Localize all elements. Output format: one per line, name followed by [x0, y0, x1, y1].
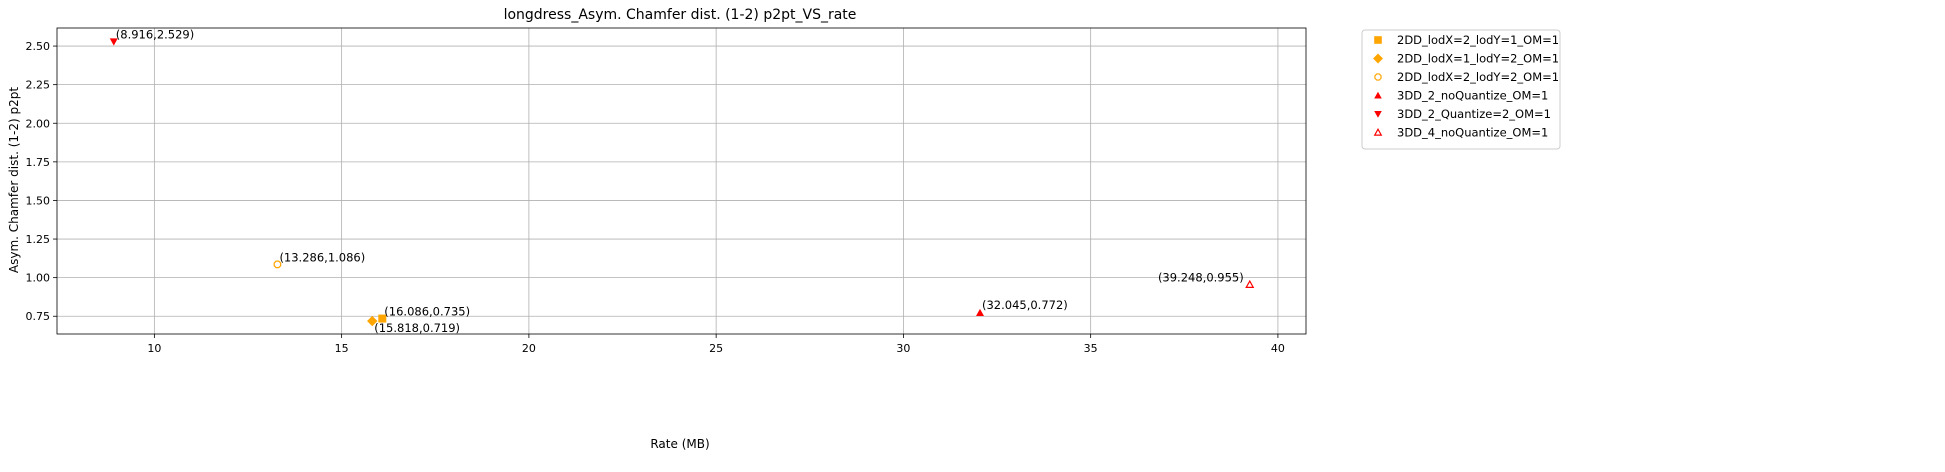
legend: 2DD_lodX=2_lodY=1_OM=1 2DD_lodX=1_lodY=2_… [1361, 29, 1561, 150]
legend-marker [1374, 91, 1382, 99]
grid [57, 28, 1306, 334]
data-labels: (16.086,0.735) (15.818,0.719) (13.286,1.08… [116, 28, 1244, 335]
data-point [975, 308, 984, 317]
chart-title: longdress_Asym. Chamfer dist. (1-2) p2pt… [504, 7, 857, 23]
data-point-label: (39.248,0.955) [1158, 271, 1244, 285]
plot-frame [56, 27, 1307, 335]
legend-entry: 3DD_2_noQuantize_OM=1 [1397, 89, 1548, 103]
data-point [273, 260, 282, 269]
x-tick-label: 35 [1084, 342, 1098, 355]
x-tick-label: 40 [1271, 342, 1285, 355]
y-tick-label: 1.75 [26, 156, 51, 169]
legend-marker [1374, 73, 1382, 81]
x-tick-label: 15 [335, 342, 349, 355]
legend-entry: 3DD_4_noQuantize_OM=1 [1397, 126, 1548, 140]
data-point-label: (8.916,2.529) [116, 28, 194, 42]
data-point-label: (32.045,0.772) [982, 298, 1068, 312]
data-point-label: (15.818,0.719) [374, 321, 460, 335]
y-tick-label: 2.25 [26, 79, 51, 92]
y-tick-label: 1.25 [26, 233, 51, 246]
x-tick-label: 10 [147, 342, 161, 355]
legend-box [1361, 29, 1561, 150]
data-point [367, 315, 378, 327]
legend-marker [1374, 36, 1382, 44]
y-tick-label: 1.00 [26, 272, 51, 285]
legend-entry: 2DD_lodX=1_lodY=2_OM=1 [1397, 52, 1559, 66]
legend-marker [1373, 53, 1383, 64]
data-point [1245, 279, 1255, 288]
legend-entry: 2DD_lodX=2_lodY=1_OM=1 [1397, 33, 1559, 47]
data-point [109, 38, 118, 46]
data-point [378, 314, 387, 323]
y-tick-label: 1.50 [26, 194, 51, 207]
data-point-label: (13.286,1.086) [279, 250, 365, 264]
data-point-label: (16.086,0.735) [384, 305, 470, 319]
y-tick-label: 0.75 [26, 310, 51, 323]
y-axis-label: Asym. Chamfer dist. (1-2) p2pt [7, 87, 21, 273]
x-axis-label: Rate (MB) [650, 437, 709, 451]
y-tick-label: 2.00 [26, 117, 51, 130]
data-points [109, 38, 1255, 327]
y-tick-label: 2.50 [26, 40, 51, 53]
x-tick-label: 20 [522, 342, 536, 355]
legend-marker [1373, 127, 1383, 136]
legend-entry: 2DD_lodX=2_lodY=2_OM=1 [1397, 70, 1559, 84]
x-tick-label: 25 [709, 342, 723, 355]
axes: 10 15 20 25 30 35 40 0.75 1.00 1.25 1.50 1.75 2.00 2.… [26, 27, 1307, 355]
legend-entry: 3DD_2_Quantize=2_OM=1 [1397, 107, 1551, 121]
legend-marker [1374, 110, 1382, 118]
x-tick-label: 30 [896, 342, 910, 355]
